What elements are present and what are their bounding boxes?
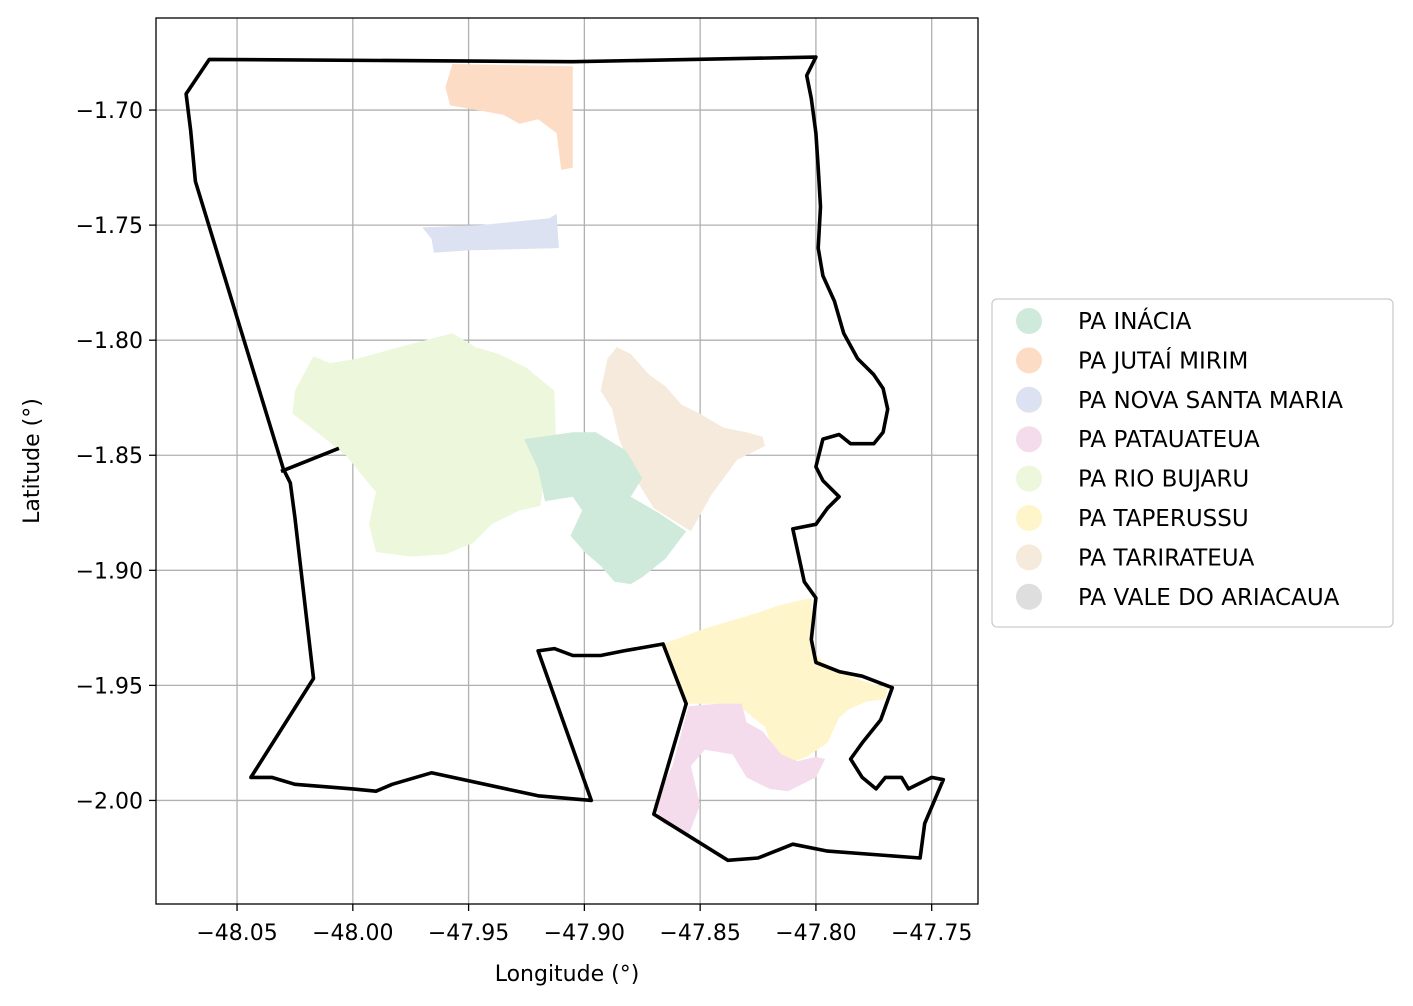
y-tick-label: −1.95 xyxy=(76,674,143,699)
legend-label: PA TAPERUSSU xyxy=(1078,506,1249,532)
region-pa-tarirateua xyxy=(600,347,765,532)
legend-label: PA NOVA SANTA MARIA xyxy=(1078,388,1343,414)
x-tick-label: −47.85 xyxy=(659,921,740,946)
legend-label: PA TARIRATEUA xyxy=(1078,545,1255,571)
legend-label: PA JUTAÍ MIRIM xyxy=(1078,346,1248,374)
plot-frame xyxy=(155,17,979,905)
x-axis-title: Longitude (°) xyxy=(495,962,640,987)
legend: PA INÁCIA PA JUTAÍ MIRIM PA NOVA SANTA MAR… xyxy=(991,298,1394,628)
x-tick-label: −48.05 xyxy=(196,921,277,946)
legend-label: PA VALE DO ARIACAUA xyxy=(1078,585,1340,611)
legend-marker xyxy=(1016,583,1042,610)
region-pa-rio-bujaru xyxy=(292,333,557,557)
y-tick-label: −2.00 xyxy=(76,789,143,814)
x-tick-label: −47.90 xyxy=(544,921,625,946)
y-tick-label: −1.80 xyxy=(76,329,143,354)
legend-frame xyxy=(991,298,1394,628)
legend-marker xyxy=(1016,386,1042,413)
region-pa-nova-santa-maria xyxy=(422,213,559,253)
legend-label: PA INÁCIA xyxy=(1078,307,1192,335)
x-tick-label: −48.00 xyxy=(312,921,393,946)
y-tick-label: −1.85 xyxy=(76,444,143,469)
region-pa-jutai-mirim xyxy=(445,64,573,170)
region-pa-taperussu xyxy=(663,597,888,766)
x-axis-ticks: −48.05 −48.00 −47.95 −47.90 −47.85 −47.80 −47.… xyxy=(196,904,972,946)
y-tick-label: −1.90 xyxy=(76,559,143,584)
municipality-boundary xyxy=(184,55,946,863)
legend-marker xyxy=(1016,505,1042,531)
legend-marker xyxy=(1016,347,1042,374)
legend-label: PA PATAUATEUA xyxy=(1078,427,1260,453)
x-tick-label: −47.80 xyxy=(775,921,856,946)
legend-label: PA RIO BUJARU xyxy=(1078,467,1249,493)
legend-marker xyxy=(1016,544,1042,571)
legend-marker xyxy=(1016,426,1042,453)
y-axis-title: Latitude (°) xyxy=(20,398,45,524)
y-tick-label: −1.70 xyxy=(76,99,143,124)
region-pa-inacia xyxy=(524,432,687,585)
boundary-segment xyxy=(280,446,340,474)
legend-entries: PA INÁCIA PA JUTAÍ MIRIM PA NOVA SANTA MAR… xyxy=(1016,307,1343,611)
region-pa-patauateua xyxy=(653,703,826,835)
boundary-outline xyxy=(184,55,946,863)
y-axis-ticks: −1.70 −1.75 −1.80 −1.85 −1.90 −1.95 −2.00 xyxy=(76,99,156,814)
x-tick-label: −47.95 xyxy=(428,921,509,946)
legend-marker xyxy=(1016,308,1042,334)
settlement-areas xyxy=(292,64,888,835)
legend-marker xyxy=(1016,465,1042,492)
x-tick-label: −47.75 xyxy=(891,921,972,946)
y-tick-label: −1.75 xyxy=(76,214,143,239)
